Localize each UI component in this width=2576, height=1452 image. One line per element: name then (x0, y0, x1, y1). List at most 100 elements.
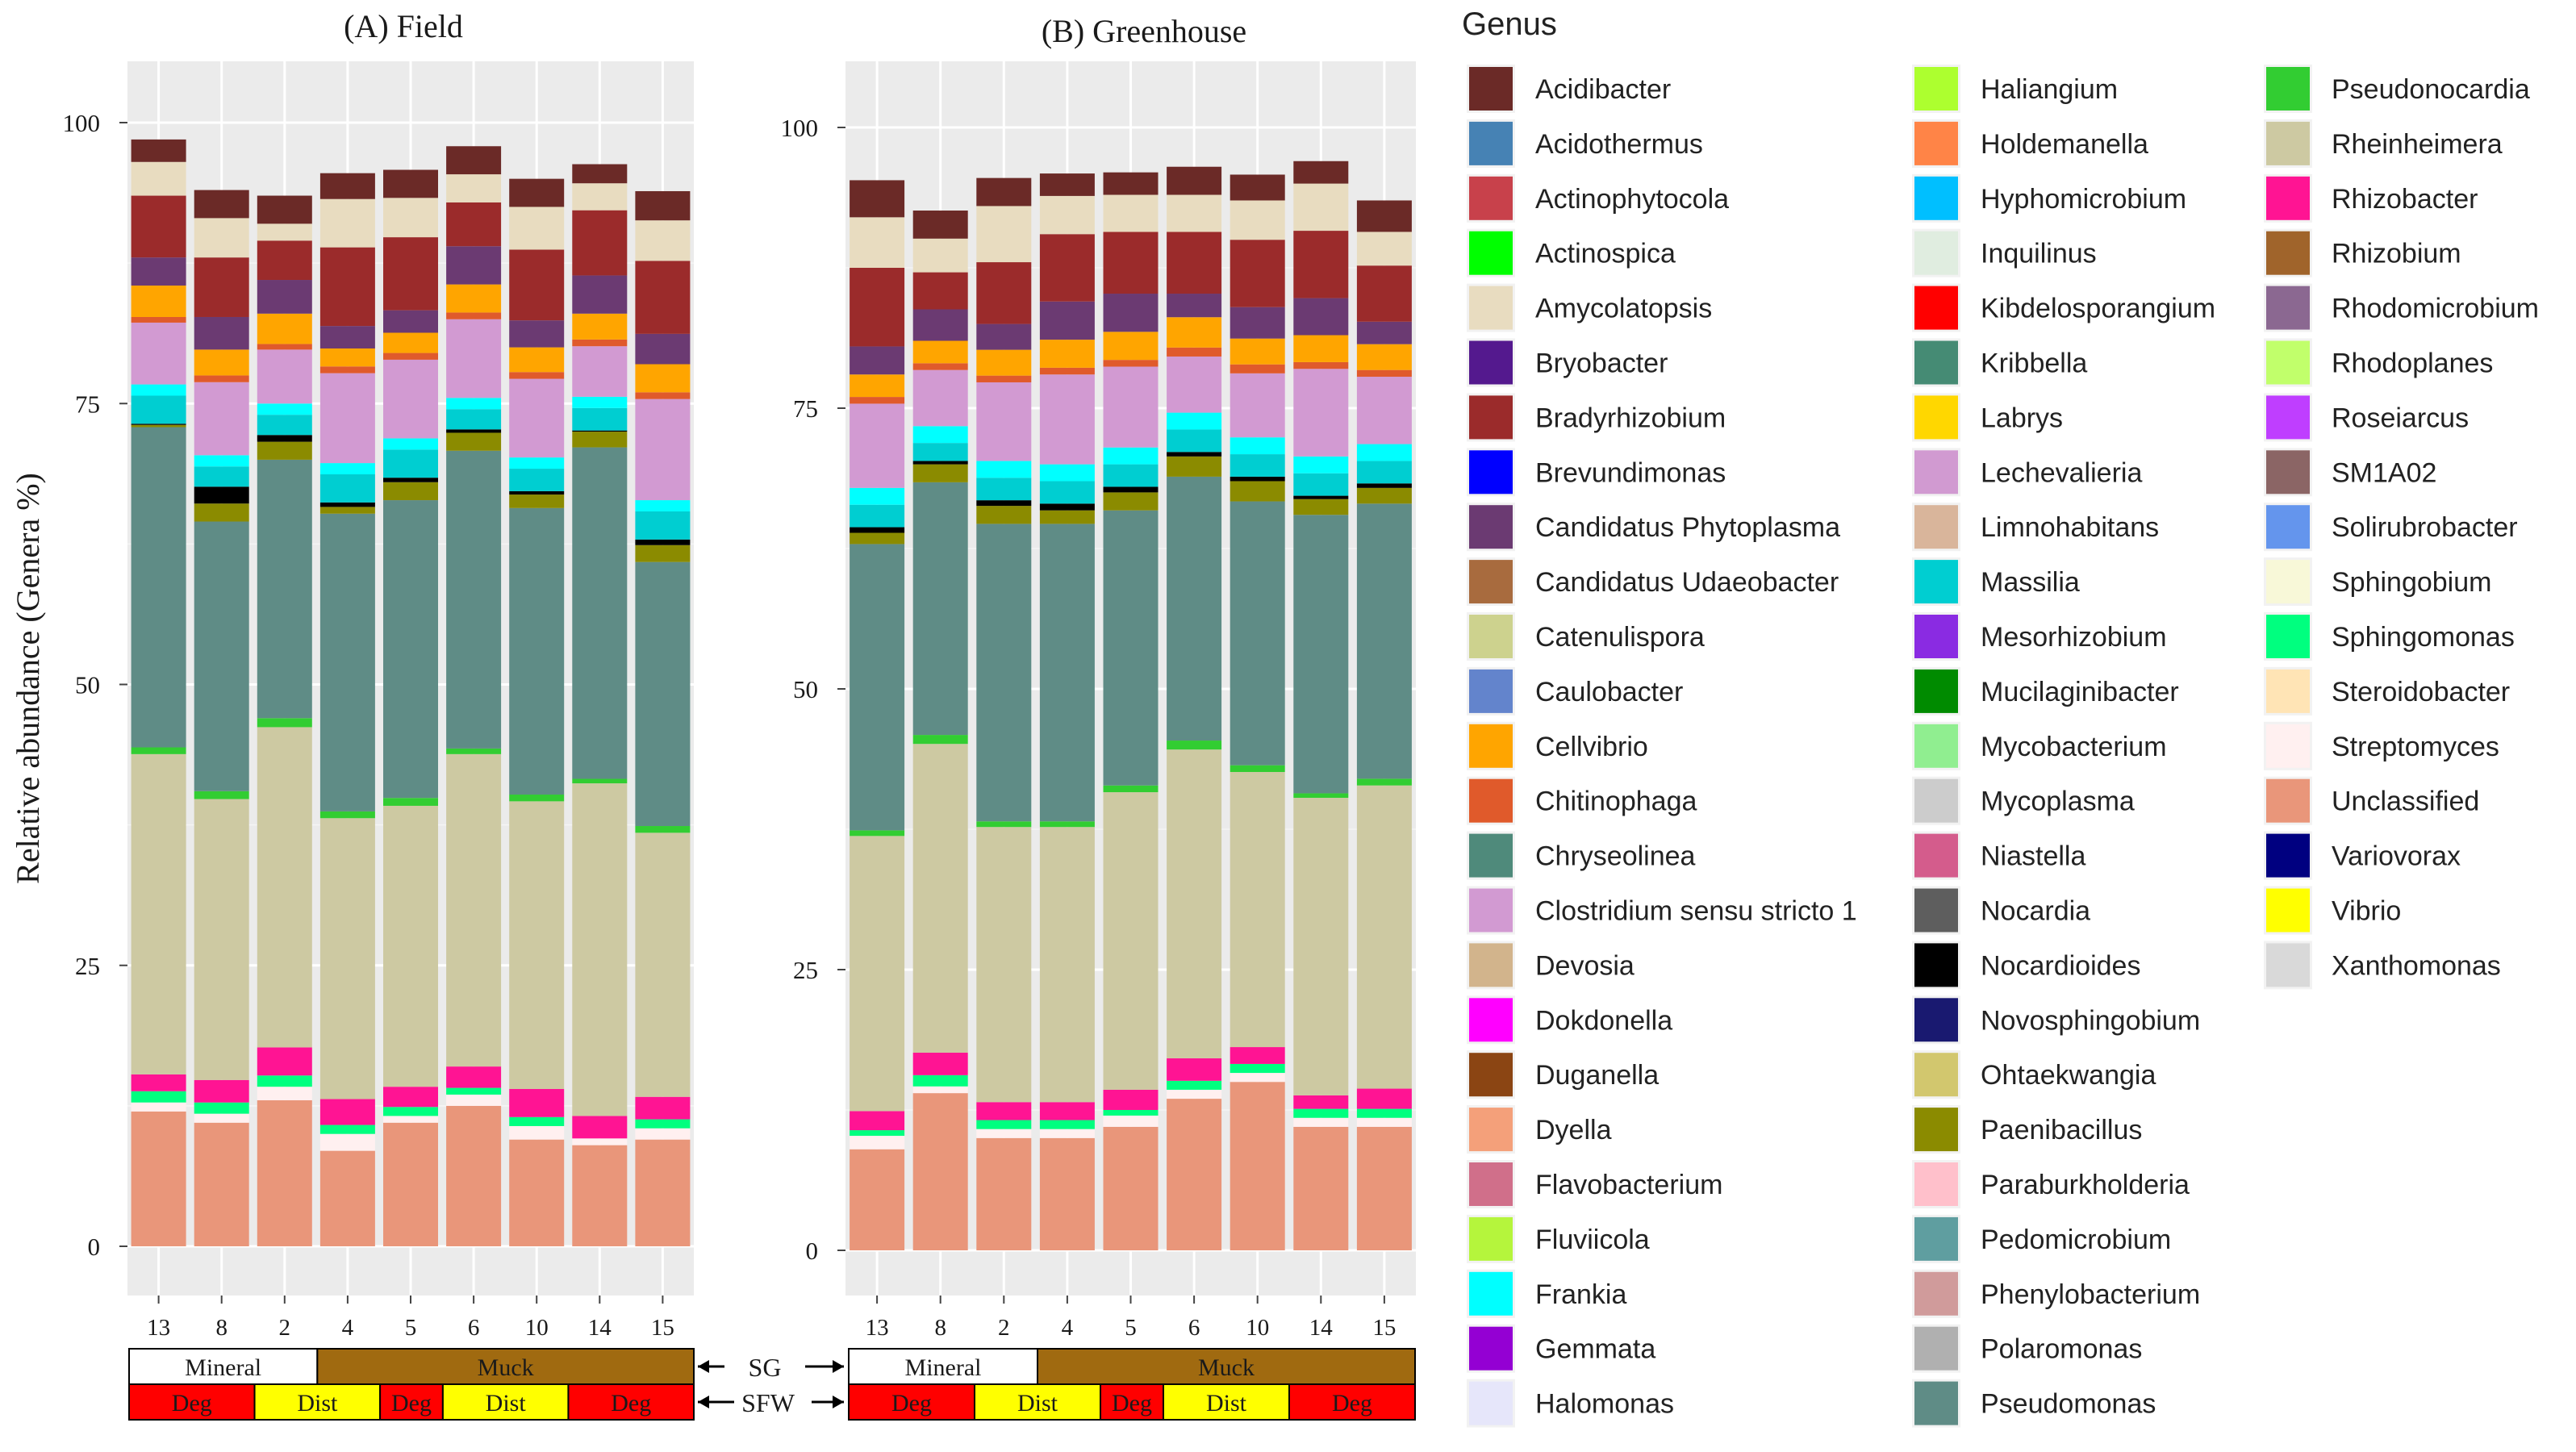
bar-segment-1-2-nocardioides (976, 500, 1032, 507)
bar-segment-1-2-cellvibrio (976, 349, 1032, 376)
bar-segment-1-0-frankia (850, 487, 905, 505)
bar-segment-0-2-frankia (257, 403, 312, 415)
bar-segment-1-0-candidatus-phytoplasma (850, 346, 905, 375)
bar-segment-0-4-rheinheimera (383, 805, 438, 1087)
legend-label-26: Holdemanella (1981, 129, 2148, 160)
bar-segment-1-8-acidibacter (1356, 200, 1412, 232)
bar-segment-1-3-paenibacillus (1039, 510, 1095, 524)
legend-swatch-48 (1914, 1326, 1958, 1371)
legend-swatch-8 (1469, 505, 1513, 549)
legend-swatch-43 (1914, 1053, 1958, 1097)
bar-segment-0-7-massilia (572, 407, 628, 431)
bar-segment-1-3-candidatus-phytoplasma (1039, 301, 1095, 340)
legend-swatch-64 (2266, 833, 2310, 878)
bar-segment-0-6-clostridium-sensu-stricto-1 (509, 378, 565, 458)
y-tick-label-0-4: 100 (63, 109, 101, 137)
bar-segment-0-1-bradyrhizobium (194, 257, 249, 317)
sg-right-arrow-head (833, 1360, 844, 1373)
bar-segment-1-7-pseudonocardia (1293, 793, 1349, 799)
bar-segment-1-2-frankia (976, 461, 1032, 478)
legend-label-52: Rhizobacter (2332, 184, 2478, 215)
bar-segment-0-4-streptomyces (383, 1116, 438, 1123)
bar-segment-0-5-clostridium-sensu-stricto-1 (446, 319, 502, 398)
bar-segment-1-5-clostridium-sensu-stricto-1 (1167, 356, 1222, 413)
bar-segment-0-6-unclassified (509, 1139, 565, 1246)
bar-segment-1-8-cellvibrio (1356, 344, 1412, 370)
bar-segment-0-4-unclassified (383, 1122, 438, 1246)
bar-segment-1-0-cellvibrio (850, 374, 905, 398)
legend-swatch-40 (1914, 888, 1958, 933)
bar-segment-1-6-bradyrhizobium (1230, 240, 1285, 307)
bar-segment-0-3-nocardioides (319, 502, 375, 507)
legend-swatch-9 (1469, 560, 1513, 604)
sfw-band-label-1-1: Dist (1017, 1390, 1058, 1417)
legend-label-49: Pseudomonas (1981, 1389, 2156, 1420)
bar-segment-0-1-rheinheimera (194, 799, 249, 1080)
legend-label-13: Chitinophaga (1535, 786, 1697, 817)
bar-segment-0-8-cellvibrio (635, 364, 691, 393)
x-tick-label-0-2: 2 (279, 1315, 291, 1341)
bar-segment-0-0-pseudomonas (131, 427, 186, 748)
bar-segment-1-3-massilia (1039, 481, 1095, 504)
bar-segment-0-6-pseudonocardia (509, 795, 565, 802)
bar-segment-0-1-pseudomonas (194, 521, 249, 791)
legend-label-56: Roseiarcus (2332, 403, 2469, 433)
legend-label-23: Gemmata (1535, 1334, 1655, 1365)
x-tick-label-0-3: 4 (342, 1315, 354, 1341)
legend-swatch-32 (1914, 450, 1958, 494)
sfw-band-1-0 (848, 1383, 975, 1421)
bar-segment-0-8-frankia (635, 500, 691, 511)
bar-segment-1-4-candidatus-phytoplasma (1103, 294, 1159, 332)
legend-swatch-66 (2266, 943, 2310, 987)
bar-segment-0-1-pseudonocardia (194, 791, 249, 799)
legend-label-46: Pedomicrobium (1981, 1225, 2171, 1255)
legend-label-62: Streptomyces (2332, 732, 2499, 762)
legend-swatch-28 (1914, 231, 1958, 275)
bar-segment-0-4-paenibacillus (383, 482, 438, 501)
bar-segment-1-7-acidibacter (1293, 161, 1349, 184)
bar-segment-0-3-clostridium-sensu-stricto-1 (319, 373, 375, 464)
bar-segment-1-8-clostridium-sensu-stricto-1 (1356, 377, 1412, 444)
bar-segment-1-8-paenibacillus (1356, 487, 1412, 504)
sfw-label: SFW (741, 1388, 795, 1417)
bar-segment-0-5-streptomyces (446, 1094, 502, 1106)
bar-segment-0-1-nocardioides (194, 486, 249, 504)
chart-title-1: (B) Greenhouse (1042, 13, 1246, 49)
bar-segment-0-3-cellvibrio (319, 348, 375, 367)
legend-label-36: Mucilaginibacter (1981, 677, 2179, 707)
bar-segment-0-6-frankia (509, 457, 565, 469)
bar-segment-1-8-unclassified (1356, 1126, 1412, 1250)
legend-swatch-39 (1914, 833, 1958, 878)
bar-segment-1-4-acidibacter (1103, 172, 1159, 195)
bar-segment-0-2-acidibacter (257, 195, 312, 224)
bar-segment-1-7-pseudomonas (1293, 515, 1349, 794)
bar-segment-1-1-rheinheimera (912, 744, 968, 1054)
sg-band-1-0 (848, 1348, 1038, 1385)
bar-segment-1-0-amycolatopsis (850, 217, 905, 268)
bar-segment-0-8-bradyrhizobium (635, 261, 691, 334)
legend-swatch-53 (2266, 231, 2310, 275)
bar-segment-1-0-pseudonocardia (850, 830, 905, 837)
legend-swatch-45 (1914, 1162, 1958, 1206)
legend-swatch-62 (2266, 724, 2310, 768)
sfw-band-1-2 (1100, 1383, 1164, 1421)
legend-label-48: Polaromonas (1981, 1334, 2142, 1365)
bar-segment-0-0-rheinheimera (131, 753, 186, 1074)
bar-segment-1-2-streptomyces (976, 1129, 1032, 1138)
legend-label-53: Rhizobium (2332, 239, 2461, 269)
legend-swatch-23 (1469, 1326, 1513, 1371)
legend-label-55: Rhodoplanes (2332, 348, 2493, 379)
legend-swatch-57 (2266, 450, 2310, 494)
legend-swatch-25 (1914, 67, 1958, 111)
bar-segment-0-7-rhizobacter (572, 1116, 628, 1139)
legend-label-65: Vibrio (2332, 896, 2401, 927)
bar-segment-0-2-rheinheimera (257, 727, 312, 1048)
bar-segment-1-6-candidatus-phytoplasma (1230, 307, 1285, 339)
bar-segment-1-1-nocardioides (912, 461, 968, 465)
bar-segment-1-8-chitinophaga (1356, 369, 1412, 378)
bar-segment-1-4-pseudomonas (1103, 510, 1159, 786)
bar-segment-0-8-clostridium-sensu-stricto-1 (635, 398, 691, 501)
bar-segment-0-8-amycolatopsis (635, 220, 691, 261)
legend-label-21: Fluviicola (1535, 1225, 1650, 1255)
